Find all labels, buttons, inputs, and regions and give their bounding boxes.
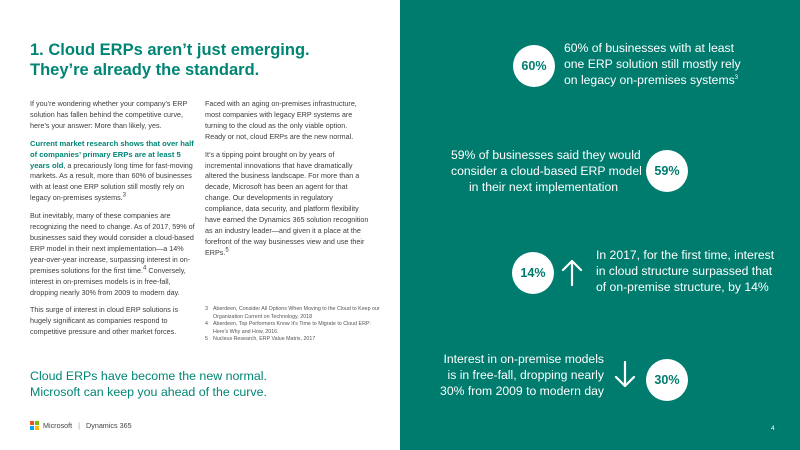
stat-text-59: 59% of businesses said they would consid… <box>451 148 642 195</box>
paragraph-change: But inevitably, many of these companies … <box>30 211 200 298</box>
stat-line: of on-premise structure, by 14% <box>596 279 769 294</box>
tipping-text: It’s a tipping point brought on by years… <box>205 149 369 257</box>
down-arrow-icon <box>614 361 636 388</box>
stat-line-text: on legacy on-premises systems <box>564 72 735 87</box>
stat-text-30: Interest in on-premise models is in free… <box>420 352 604 399</box>
brand-name: Microsoft <box>43 421 73 430</box>
footnote-ref: 3 <box>122 192 127 199</box>
footnote-text: Aberdeen, Consider All Options When Movi… <box>213 306 380 320</box>
stat-line: 59% of businesses said they would <box>451 148 641 162</box>
logo-square <box>35 421 39 425</box>
body-column-2: Faced with an aging on-premises infrastr… <box>205 99 370 266</box>
product-name: Dynamics 365 <box>86 421 132 430</box>
stat-circle-60: 60% <box>513 45 555 87</box>
stat-line: consider a cloud-based ERP model <box>451 163 642 178</box>
stat-text-14: In 2017, for the first time, interest in… <box>596 248 774 295</box>
footnote-item: 3 Aberdeen, Consider All Options When Mov… <box>205 306 380 321</box>
paragraph-infrastructure: Faced with an aging on-premises infrastr… <box>205 99 357 141</box>
stat-circle-30: 30% <box>646 359 688 401</box>
footnote-ref: 5 <box>225 247 229 254</box>
footnote-number: 5 <box>205 336 208 343</box>
stats-panel <box>400 0 800 450</box>
stat-text-60: 60% of businesses with at least one ERP … <box>564 41 741 88</box>
paragraph-tipping-point: It’s a tipping point brought on by years… <box>205 150 370 259</box>
stat-line: 60% of businesses with at least <box>564 41 735 55</box>
stat-line: In 2017, for the first time, interest <box>596 248 775 262</box>
logo-square <box>30 426 34 430</box>
footnote-item: 4 Aberdeen, Top Performers Know It’s Time… <box>205 321 380 336</box>
stat-circle-14: 14% <box>512 252 554 294</box>
stat-line: is in free-fall, dropping nearly <box>447 367 605 382</box>
stat-line: Interest in on-premise models <box>443 352 604 366</box>
stat-line: one ERP solution still mostly rely <box>564 56 741 71</box>
research-rest: , a precariously long time for fast-movi… <box>30 160 193 203</box>
footnote-number: 4 <box>205 321 208 328</box>
footnote-item: 5 Nucleus Research, ERP Value Matrix, 201… <box>205 336 380 344</box>
logo-square <box>30 421 34 425</box>
stat-circle-59: 59% <box>646 150 688 192</box>
paragraph-surge: This surge of interest in cloud ERP solu… <box>30 305 179 337</box>
tagline-line-2: Microsoft can keep you ahead of the curv… <box>30 385 267 399</box>
footnote-text: Aberdeen, Top Performers Know It’s Time … <box>213 321 371 335</box>
headline-line-1: 1. Cloud ERPs aren’t just emerging. <box>30 41 310 59</box>
left-page: 1. Cloud ERPs aren’t just emerging. They… <box>30 40 390 430</box>
stat-line: on legacy on-premises systems3 <box>564 73 741 89</box>
up-arrow-icon <box>561 259 583 286</box>
stat-line: in cloud structure surpassed that <box>596 263 773 278</box>
footer: Microsoft | Dynamics 365 <box>30 421 132 430</box>
research-highlight: Current market research shows that over … <box>30 138 194 170</box>
paragraph-research: Current market research shows that over … <box>30 139 200 204</box>
change-text: But inevitably, many of these companies … <box>30 211 195 275</box>
footnote-ref: 3 <box>734 74 739 81</box>
logo-square <box>35 426 39 430</box>
change-rest: Conversely, interest in on-premises mode… <box>30 265 186 297</box>
page-headline: 1. Cloud ERPs aren’t just emerging. They… <box>30 40 390 80</box>
stat-line: 30% from 2009 to modern day <box>440 383 604 398</box>
footer-separator: | <box>78 421 81 430</box>
footnote-text: Nucleus Research, ERP Value Matrix, 2017 <box>213 336 316 343</box>
tagline: Cloud ERPs have become the new normal. M… <box>30 368 390 400</box>
body-column-1: If you’re wondering whether your company… <box>30 99 200 345</box>
headline-line-2: They’re already the standard. <box>30 61 260 79</box>
stat-line: in their next implementation <box>468 179 619 194</box>
microsoft-logo-icon <box>30 421 39 430</box>
page-number: 4 <box>771 425 775 432</box>
paragraph-intro: If you’re wondering whether your company… <box>30 99 188 130</box>
tagline-line-1: Cloud ERPs have become the new normal. <box>30 369 267 383</box>
footnote-ref: 4 <box>143 265 147 272</box>
footnotes: 3 Aberdeen, Consider All Options When Mov… <box>205 306 380 344</box>
footnote-number: 3 <box>205 306 208 312</box>
